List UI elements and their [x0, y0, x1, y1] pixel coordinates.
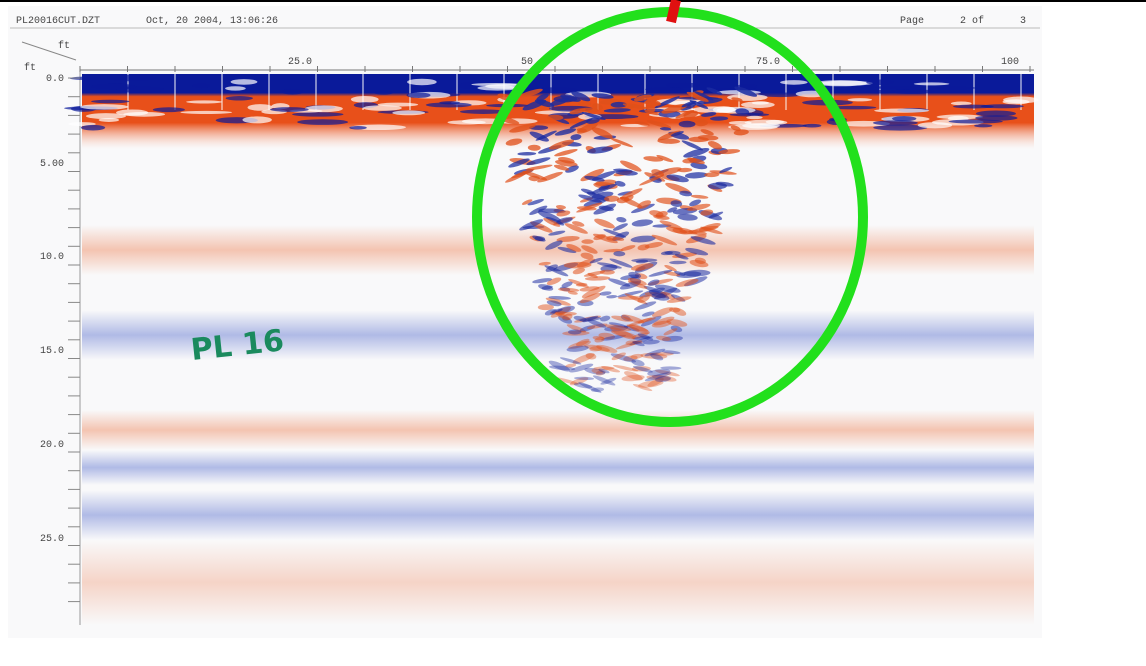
y-tick-label: 10.0 [40, 252, 64, 263]
reflection [153, 107, 185, 112]
page-total: 3 [1020, 16, 1026, 27]
reflection-band [82, 450, 1034, 485]
reflection [645, 87, 684, 91]
reflection [666, 83, 700, 88]
file-date: Oct, 20 2004, 13:06:26 [146, 16, 278, 27]
reflection [226, 96, 253, 100]
reflection [297, 119, 348, 125]
reflection [225, 86, 246, 90]
reflection-band [82, 410, 1034, 450]
reflection [349, 126, 366, 129]
reflection [351, 96, 379, 103]
reflection [820, 81, 873, 86]
reflection [873, 120, 918, 125]
x-tick-label: 100 [1001, 57, 1019, 68]
reflection [192, 83, 210, 88]
reflection [231, 79, 258, 85]
red-marker [671, 0, 676, 22]
scan-page: PL20016CUT.DZT Oct, 20 2004, 13:06:26 Pa… [0, 0, 1146, 666]
reflection [305, 105, 343, 112]
reflection [713, 106, 735, 113]
reflection [242, 116, 271, 123]
reflection [1003, 99, 1030, 104]
file-name: PL20016CUT.DZT [16, 16, 100, 27]
x-tick-label: 50 [521, 57, 533, 68]
reflection [407, 92, 431, 98]
reflection [974, 124, 992, 127]
reflection [477, 85, 517, 90]
reflection [946, 76, 967, 81]
reflection [363, 105, 402, 111]
y-unit: ft [24, 62, 36, 74]
x-unit: ft [58, 40, 70, 52]
reflection [746, 116, 762, 119]
reflection [914, 82, 950, 85]
y-tick-label: 15.0 [40, 346, 64, 357]
reflection [90, 84, 136, 90]
reflection [848, 98, 872, 101]
reflection [976, 110, 1016, 116]
reflection [374, 90, 393, 94]
page-number: 2 of [960, 15, 984, 27]
reflection [81, 125, 105, 131]
reflection [459, 82, 478, 89]
reflection [282, 89, 304, 95]
x-tick-label: 75.0 [756, 57, 780, 68]
reflection [392, 110, 425, 115]
page-label: Page [900, 16, 924, 27]
reflection [107, 75, 156, 81]
y-tick-label: 20.0 [40, 440, 64, 451]
y-tick-label: 25.0 [40, 534, 64, 545]
reflection [780, 80, 808, 85]
reflection [270, 107, 309, 112]
reflection-band [82, 490, 1034, 540]
reflection [729, 113, 769, 116]
x-tick-label: 25.0 [288, 57, 312, 68]
reflection [875, 86, 920, 90]
reflection [91, 100, 129, 104]
reflection [874, 109, 929, 113]
reflection [802, 124, 821, 128]
reflection [292, 112, 343, 117]
reflection [80, 104, 128, 110]
reflection [581, 239, 593, 244]
reflection [933, 86, 975, 90]
reflection [248, 104, 273, 111]
y-tick-label: 0.0 [46, 74, 64, 85]
reflection [890, 89, 933, 94]
reflection [918, 122, 952, 128]
reflection-band [82, 540, 1034, 625]
reflection [426, 102, 472, 107]
reflection [407, 79, 437, 86]
reflection [741, 102, 775, 108]
reflection [123, 112, 165, 117]
reflection [866, 80, 894, 85]
reflection [568, 329, 582, 334]
y-tick-label: 5.00 [40, 159, 64, 170]
reflection [679, 121, 696, 128]
reflection [471, 83, 520, 86]
reflection [745, 120, 788, 126]
reflection [186, 100, 222, 103]
reflection [949, 119, 1003, 123]
reflection [99, 118, 119, 122]
reflection [866, 90, 894, 93]
reflection [180, 111, 232, 114]
reflection [953, 105, 994, 109]
